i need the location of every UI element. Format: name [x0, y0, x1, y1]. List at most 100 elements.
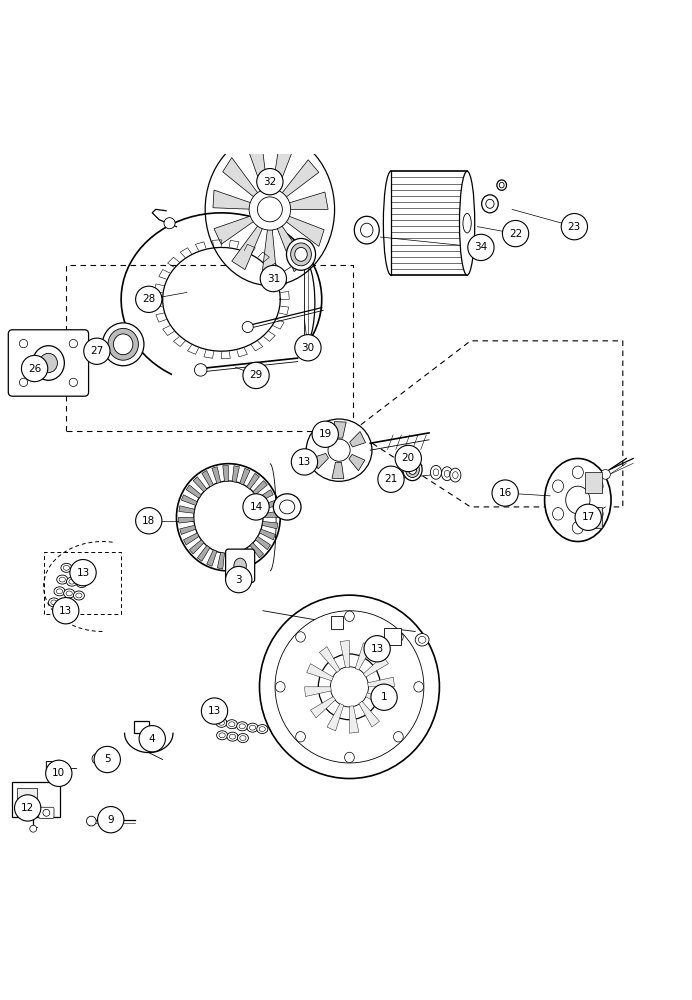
Polygon shape — [186, 485, 201, 498]
Text: 13: 13 — [370, 644, 384, 654]
Polygon shape — [260, 529, 275, 540]
Polygon shape — [365, 693, 392, 710]
Ellipse shape — [572, 466, 583, 479]
Polygon shape — [261, 500, 277, 509]
Circle shape — [15, 795, 41, 821]
Ellipse shape — [459, 171, 475, 275]
Polygon shape — [223, 158, 260, 200]
Ellipse shape — [552, 508, 563, 520]
Circle shape — [364, 636, 390, 662]
Polygon shape — [349, 706, 359, 733]
FancyBboxPatch shape — [134, 721, 149, 733]
Circle shape — [46, 760, 72, 786]
Ellipse shape — [39, 353, 57, 373]
Polygon shape — [180, 525, 196, 534]
Circle shape — [30, 825, 37, 832]
Text: 1: 1 — [381, 692, 388, 702]
Text: 13: 13 — [298, 457, 311, 467]
Circle shape — [136, 286, 162, 312]
Ellipse shape — [234, 558, 246, 573]
Ellipse shape — [330, 667, 368, 707]
Ellipse shape — [227, 732, 238, 741]
FancyBboxPatch shape — [12, 782, 60, 817]
Circle shape — [243, 362, 269, 389]
Circle shape — [395, 445, 421, 472]
Polygon shape — [262, 521, 278, 529]
FancyBboxPatch shape — [384, 628, 401, 645]
Text: 13: 13 — [59, 606, 73, 616]
Ellipse shape — [275, 682, 285, 692]
Ellipse shape — [102, 323, 144, 366]
Circle shape — [468, 234, 494, 261]
Polygon shape — [223, 465, 228, 482]
Text: 21: 21 — [384, 474, 398, 484]
Ellipse shape — [394, 732, 403, 742]
Ellipse shape — [61, 563, 72, 572]
Polygon shape — [307, 664, 334, 681]
Ellipse shape — [54, 587, 65, 596]
Text: 29: 29 — [249, 370, 263, 380]
Polygon shape — [272, 143, 294, 192]
Polygon shape — [284, 192, 328, 209]
Text: 5: 5 — [104, 754, 111, 764]
Ellipse shape — [463, 214, 471, 233]
Text: 27: 27 — [90, 346, 104, 356]
Ellipse shape — [257, 725, 268, 734]
FancyBboxPatch shape — [585, 507, 602, 528]
Ellipse shape — [592, 508, 603, 520]
Text: 31: 31 — [266, 274, 280, 284]
Ellipse shape — [345, 752, 354, 763]
Ellipse shape — [482, 195, 498, 213]
Ellipse shape — [48, 598, 60, 607]
Circle shape — [561, 214, 588, 240]
Circle shape — [19, 339, 28, 348]
Polygon shape — [363, 656, 388, 677]
Text: 34: 34 — [474, 242, 488, 252]
Circle shape — [492, 480, 518, 506]
Circle shape — [502, 220, 529, 247]
Ellipse shape — [497, 180, 507, 190]
Ellipse shape — [216, 718, 227, 727]
Circle shape — [291, 449, 318, 475]
Circle shape — [94, 746, 120, 773]
Ellipse shape — [176, 464, 280, 571]
Circle shape — [194, 364, 207, 376]
Polygon shape — [179, 506, 194, 513]
Ellipse shape — [66, 577, 78, 586]
Polygon shape — [236, 551, 245, 568]
Circle shape — [575, 504, 601, 530]
Circle shape — [257, 169, 283, 195]
Ellipse shape — [64, 589, 75, 598]
Ellipse shape — [291, 243, 311, 266]
Polygon shape — [320, 647, 340, 672]
Ellipse shape — [295, 247, 307, 261]
Ellipse shape — [76, 579, 87, 588]
Ellipse shape — [354, 216, 379, 244]
Text: 16: 16 — [498, 488, 512, 498]
Text: 18: 18 — [142, 516, 156, 526]
Polygon shape — [263, 511, 278, 517]
Ellipse shape — [295, 632, 305, 642]
Ellipse shape — [237, 734, 248, 743]
Polygon shape — [233, 466, 239, 482]
FancyBboxPatch shape — [331, 616, 343, 629]
Circle shape — [69, 339, 78, 348]
Polygon shape — [327, 704, 344, 731]
Ellipse shape — [545, 458, 611, 542]
Circle shape — [19, 378, 28, 387]
Text: 12: 12 — [21, 803, 35, 813]
Ellipse shape — [408, 465, 417, 474]
Text: 3: 3 — [235, 575, 242, 585]
Circle shape — [84, 338, 110, 364]
Ellipse shape — [414, 682, 424, 692]
Polygon shape — [197, 545, 210, 561]
Polygon shape — [358, 701, 379, 727]
Ellipse shape — [194, 481, 263, 554]
Polygon shape — [46, 762, 64, 771]
Polygon shape — [244, 548, 255, 564]
Ellipse shape — [295, 732, 305, 742]
Polygon shape — [334, 422, 346, 438]
Ellipse shape — [345, 611, 354, 621]
Ellipse shape — [406, 462, 419, 478]
Circle shape — [226, 566, 252, 593]
